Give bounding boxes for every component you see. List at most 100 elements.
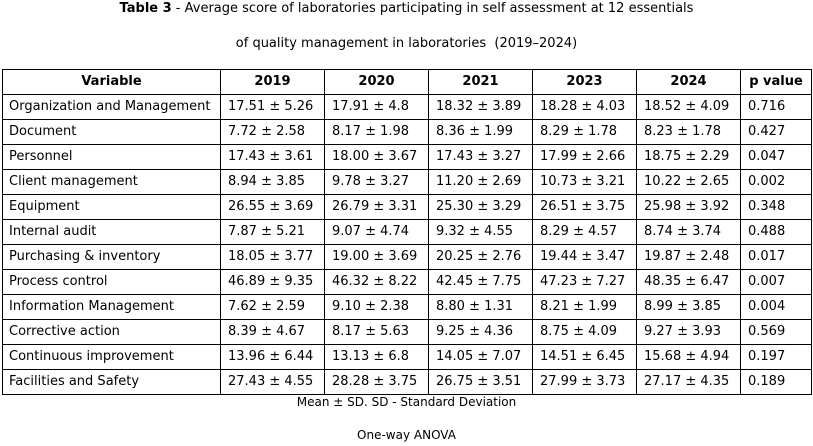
table-caption-line-2: of quality management in laboratories (2… (235, 36, 578, 51)
p-value-cell: 0.569 (740, 319, 812, 345)
p-value-cell: 0.017 (740, 244, 812, 270)
p-value-cell: 0.004 (740, 294, 812, 320)
table-row: Personnel 17.43 ± 3.61 18.00 ± 3.67 17.43 ±… (2, 144, 812, 170)
p-value-cell: 0.716 (740, 94, 812, 120)
table-row: Organization and Management 17.51 ± 5.26 1… (2, 94, 812, 120)
p-value-cell: 0.348 (740, 194, 812, 220)
score-cell: 19.44 ± 3.47 (532, 244, 637, 270)
score-cell: 18.75 ± 2.29 (636, 144, 741, 170)
column-header: 2024 (636, 69, 741, 95)
variable-cell: Personnel (2, 144, 221, 170)
score-cell: 17.99 ± 2.66 (532, 144, 637, 170)
score-cell: 8.21 ± 1.99 (532, 294, 637, 320)
p-value-cell: 0.197 (740, 344, 812, 370)
score-cell: 18.00 ± 3.67 (324, 144, 429, 170)
score-cell: 14.51 ± 6.45 (532, 344, 637, 370)
score-cell: 9.07 ± 4.74 (324, 219, 429, 245)
score-cell: 7.62 ± 2.59 (220, 294, 325, 320)
footnote-anova: One-way ANOVA (357, 428, 456, 442)
score-cell: 17.51 ± 5.26 (220, 94, 325, 120)
table-row: Document 7.72 ± 2.58 8.17 ± 1.98 8.36 ± 1.9… (2, 119, 812, 145)
column-header: 2023 (532, 69, 637, 95)
score-cell: 9.27 ± 3.93 (636, 319, 741, 345)
score-cell: 10.22 ± 2.65 (636, 169, 741, 195)
score-cell: 42.45 ± 7.75 (428, 269, 533, 295)
score-cell: 11.20 ± 2.69 (428, 169, 533, 195)
column-header: Variable (2, 69, 221, 95)
score-cell: 19.87 ± 2.48 (636, 244, 741, 270)
column-header: 2021 (428, 69, 533, 95)
variable-cell: Equipment (2, 194, 221, 220)
score-cell: 47.23 ± 7.27 (532, 269, 637, 295)
score-cell: 25.30 ± 3.29 (428, 194, 533, 220)
score-cell: 19.00 ± 3.69 (324, 244, 429, 270)
variable-cell: Organization and Management (2, 94, 221, 120)
score-cell: 26.75 ± 3.51 (428, 369, 533, 395)
variable-cell: Document (2, 119, 221, 145)
variable-cell: Client management (2, 169, 221, 195)
variable-cell: Internal audit (2, 219, 221, 245)
score-cell: 8.29 ± 4.57 (532, 219, 637, 245)
score-cell: 48.35 ± 6.47 (636, 269, 741, 295)
score-cell: 8.74 ± 3.74 (636, 219, 741, 245)
score-cell: 26.79 ± 3.31 (324, 194, 429, 220)
variable-cell: Facilities and Safety (2, 369, 221, 395)
score-cell: 9.25 ± 4.36 (428, 319, 533, 345)
table-caption-label: Table 3 (119, 1, 172, 16)
table-header-row: Variable 2019 2020 2021 2023 2024 p value (2, 69, 812, 95)
score-cell: 7.87 ± 5.21 (220, 219, 325, 245)
score-cell: 46.32 ± 8.22 (324, 269, 429, 295)
score-cell: 20.25 ± 2.76 (428, 244, 533, 270)
score-cell: 26.55 ± 3.69 (220, 194, 325, 220)
score-cell: 9.32 ± 4.55 (428, 219, 533, 245)
table-row: Equipment 26.55 ± 3.69 26.79 ± 3.31 25.30 ±… (2, 194, 812, 220)
variable-cell: Process control (2, 269, 221, 295)
table-row: Client management 8.94 ± 3.85 9.78 ± 3.27 1… (2, 169, 812, 195)
score-cell: 8.23 ± 1.78 (636, 119, 741, 145)
score-cell: 8.94 ± 3.85 (220, 169, 325, 195)
score-cell: 8.80 ± 1.31 (428, 294, 533, 320)
table-caption-line-1: Table 3 - Average score of laboratories … (0, 1, 813, 16)
score-cell: 15.68 ± 4.94 (636, 344, 741, 370)
score-cell: 8.29 ± 1.78 (532, 119, 637, 145)
score-cell: 9.10 ± 2.38 (324, 294, 429, 320)
score-cell: 8.17 ± 1.98 (324, 119, 429, 145)
p-value-cell: 0.427 (740, 119, 812, 145)
score-cell: 28.28 ± 3.75 (324, 369, 429, 395)
score-cell: 25.98 ± 3.92 (636, 194, 741, 220)
score-cell: 18.05 ± 3.77 (220, 244, 325, 270)
score-cell: 14.05 ± 7.07 (428, 344, 533, 370)
score-cell: 17.43 ± 3.27 (428, 144, 533, 170)
score-cell: 13.96 ± 6.44 (220, 344, 325, 370)
table-row: Information Management 7.62 ± 2.59 9.10 ± … (2, 294, 812, 320)
score-cell: 17.43 ± 3.61 (220, 144, 325, 170)
score-cell: 7.72 ± 2.58 (220, 119, 325, 145)
score-cell: 9.78 ± 3.27 (324, 169, 429, 195)
column-header: 2019 (220, 69, 325, 95)
table-row: Facilities and Safety 27.43 ± 4.55 28.28 ±… (2, 369, 812, 395)
table-caption-text: - Average score of laboratories particip… (171, 1, 694, 16)
column-header: 2020 (324, 69, 429, 95)
score-cell: 8.39 ± 4.67 (220, 319, 325, 345)
score-cell: 8.17 ± 5.63 (324, 319, 429, 345)
p-value-cell: 0.002 (740, 169, 812, 195)
column-header: p value (740, 69, 812, 95)
score-cell: 8.99 ± 3.85 (636, 294, 741, 320)
variable-cell: Corrective action (2, 319, 221, 345)
p-value-cell: 0.007 (740, 269, 812, 295)
table-row: Continuous improvement 13.96 ± 6.44 13.13 … (2, 344, 812, 370)
score-cell: 17.91 ± 4.8 (324, 94, 429, 120)
table-row: Purchasing & inventory 18.05 ± 3.77 19.00 … (2, 244, 812, 270)
score-cell: 8.75 ± 4.09 (532, 319, 637, 345)
table-row: Corrective action 8.39 ± 4.67 8.17 ± 5.63 9… (2, 319, 812, 345)
score-cell: 8.36 ± 1.99 (428, 119, 533, 145)
p-value-cell: 0.047 (740, 144, 812, 170)
score-cell: 18.28 ± 4.03 (532, 94, 637, 120)
score-cell: 18.32 ± 3.89 (428, 94, 533, 120)
score-cell: 27.99 ± 3.73 (532, 369, 637, 395)
footnote-sd: Mean ± SD. SD - Standard Deviation (296, 395, 517, 409)
score-table: Variable 2019 2020 2021 2023 2024 p value Orga… (2, 69, 812, 395)
score-cell: 27.43 ± 4.55 (220, 369, 325, 395)
p-value-cell: 0.488 (740, 219, 812, 245)
score-cell: 46.89 ± 9.35 (220, 269, 325, 295)
